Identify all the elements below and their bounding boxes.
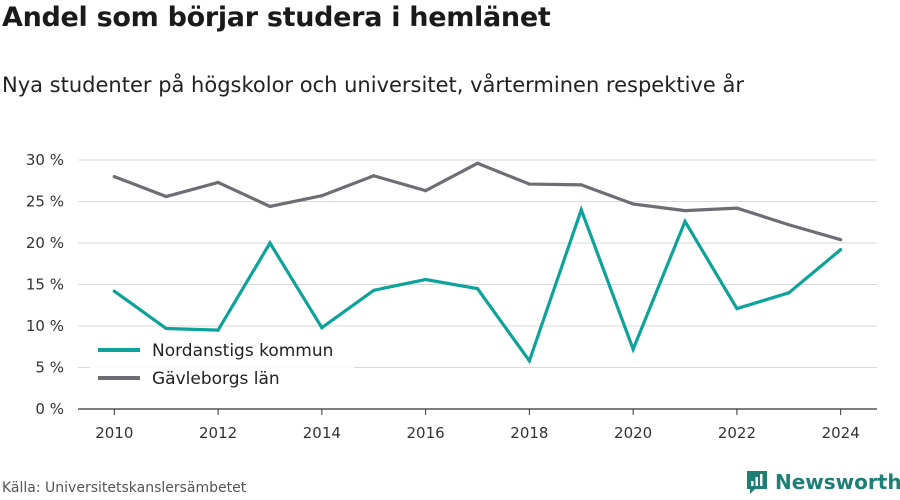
data-point [579, 183, 583, 187]
data-point [475, 287, 480, 291]
data-point [112, 289, 116, 293]
x-tick-label: 2014 [303, 424, 341, 442]
x-tick-label: 2010 [95, 424, 133, 442]
y-tick-label: 30 % [26, 151, 64, 169]
y-tick-label: 5 % [35, 359, 64, 377]
data-point [320, 326, 324, 330]
legend-label: Gävleborgs län [152, 369, 280, 389]
data-point [683, 209, 687, 213]
y-tick-label: 0 % [35, 400, 64, 418]
y-tick-label: 10 % [26, 317, 64, 335]
data-point [268, 204, 272, 209]
data-point [735, 206, 739, 210]
x-tick-label: 2012 [199, 424, 237, 442]
grid-lines [78, 159, 877, 410]
brand-name: Newsworthy [775, 470, 900, 494]
series-lines [112, 161, 843, 365]
data-point [839, 248, 843, 252]
legend-label: Nordanstigs kommun [152, 341, 333, 361]
x-tick-label: 2016 [407, 424, 445, 442]
data-point [735, 306, 739, 311]
data-point [839, 238, 843, 242]
data-point [683, 219, 687, 224]
axes: 0 % 5 % 10 % 15 % 20 % 25 % 30 % 2010 2012 2014 20… [26, 151, 860, 442]
line-chart: 0 % 5 % 10 % 15 % 20 % 25 % 30 % 2010 2012 2014 20… [26, 151, 877, 442]
legend: Nordanstigs kommun Gävleborgs län [90, 335, 354, 395]
y-tick-label: 25 % [26, 193, 64, 211]
data-point [424, 189, 428, 193]
legend-background [90, 335, 354, 395]
y-tick-label: 20 % [26, 234, 64, 252]
data-point [216, 328, 220, 332]
x-tick-label: 2022 [718, 424, 756, 442]
data-point [164, 326, 168, 331]
x-tick-label: 2024 [822, 424, 860, 442]
data-point [424, 277, 428, 282]
data-point [112, 175, 116, 179]
data-point [372, 174, 376, 178]
brand-logo[interactable]: Newsworthy [745, 469, 900, 495]
data-point [164, 194, 168, 199]
chart-subtitle: Nya studenter på högskolor och universit… [2, 73, 744, 97]
y-tick-label: 15 % [26, 276, 64, 294]
x-tick-label: 2018 [510, 424, 548, 442]
data-point [372, 288, 376, 292]
data-point [475, 161, 480, 165]
source-note: Källa: Universitetskanslersämbetet [2, 480, 247, 496]
newsworthy-logo-icon [747, 471, 767, 494]
data-point [320, 194, 324, 198]
x-tick-label: 2020 [614, 424, 652, 442]
data-point [527, 359, 531, 363]
data-point [631, 347, 635, 351]
data-point [579, 208, 583, 212]
data-point [216, 180, 220, 185]
data-point [268, 241, 272, 245]
data-point [787, 291, 791, 295]
data-point [631, 202, 635, 206]
data-point [527, 182, 531, 186]
data-point [787, 223, 791, 227]
chart-title: Andel som börjar studera i hemlänet [2, 2, 551, 33]
